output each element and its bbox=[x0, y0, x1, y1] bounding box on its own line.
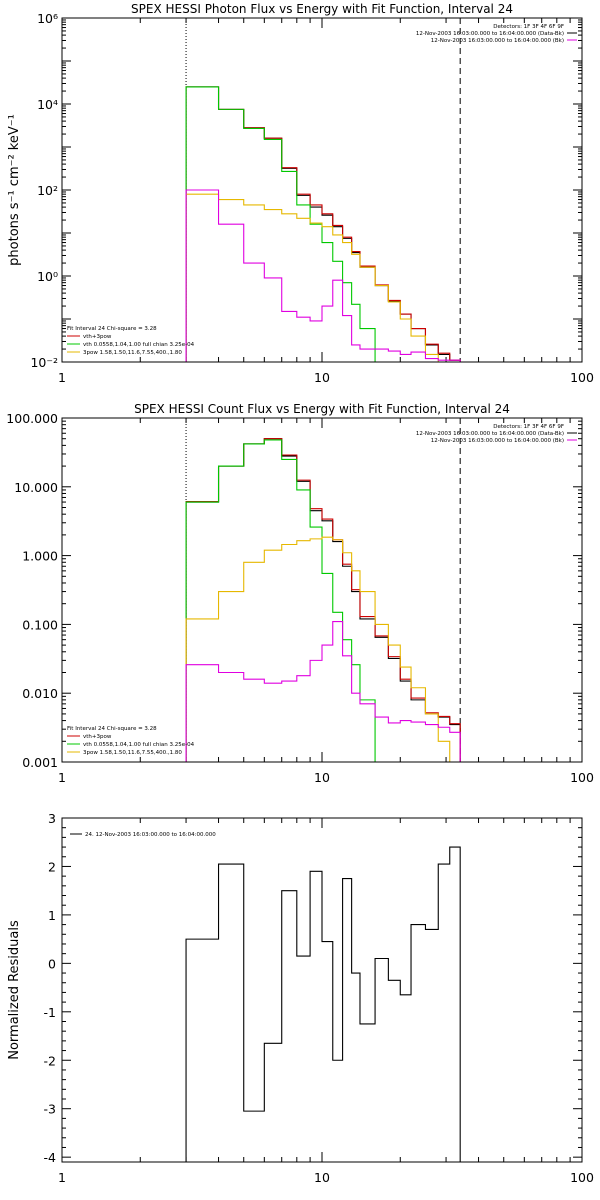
legend-top-right-text: 12-Nov-2003 16:03:00.000 to 16:04:00.000… bbox=[431, 38, 564, 44]
series-fit_total-line bbox=[185, 438, 461, 762]
y-axis-label: photons s⁻¹ cm⁻² keV⁻¹ bbox=[7, 114, 22, 266]
chart-title: SPEX HESSI Count Flux vs Energy with Fit… bbox=[134, 402, 510, 416]
axis-frame bbox=[61, 817, 583, 1163]
x-tick-label: 1 bbox=[58, 370, 66, 385]
series-background-line bbox=[185, 621, 461, 762]
y-axis-label: Normalized Residuals bbox=[7, 920, 22, 1060]
y-tick-label: 2 bbox=[48, 859, 56, 874]
x-tick-label: 100 bbox=[570, 1170, 594, 1185]
y-tick-label: 3 bbox=[48, 811, 56, 826]
y-tick-label: 100.000 bbox=[6, 411, 58, 426]
y-tick-label: 0 bbox=[48, 956, 56, 971]
chart-panel-3: Normalized Residuals 1 10 100 -4 -3 -2 -1 0 1 2 3 24… bbox=[7, 811, 594, 1185]
legend-top-right-text: Detectors: 1F 3F 4F 6F 9F bbox=[493, 424, 564, 430]
legend-top-right-text: Detectors: 1F 3F 4F 6F 9F bbox=[493, 24, 564, 30]
x-tick-label: 10 bbox=[314, 1170, 330, 1185]
legend-top-right-text: 12-Nov-2003 16:03:00.000 to 16:04:00.000… bbox=[431, 438, 564, 444]
legend-component-text: 3pow 1.58,1.50,11.6,7.55,400.,1.80 bbox=[83, 750, 182, 756]
series-power_law-line bbox=[185, 536, 461, 762]
legend-fit-summary: Fit Interval 24 Chi-square = 3.28 bbox=[67, 326, 157, 332]
x-tick-label: 10 bbox=[314, 370, 330, 385]
series-background-line bbox=[185, 189, 461, 362]
y-tick-label: 10⁴ bbox=[37, 97, 58, 112]
chart-title: SPEX HESSI Photon Flux vs Energy with Fi… bbox=[131, 2, 513, 16]
y-tick-label: 1 bbox=[48, 908, 56, 923]
legend-component-text: vth+3pow bbox=[83, 734, 112, 740]
series-data-line bbox=[185, 438, 461, 762]
series-group bbox=[185, 86, 461, 362]
legend-component-text: vth 0.0558,1.04,1.00 full chian 3.25e-04 bbox=[83, 742, 195, 748]
y-tick-label: 10⁻² bbox=[30, 355, 58, 370]
x-tick-label: 1 bbox=[58, 770, 66, 785]
y-tick-label: 10² bbox=[37, 183, 58, 198]
series-residuals-line bbox=[185, 846, 461, 1162]
series-thermal-line bbox=[185, 86, 461, 362]
legend-component-text: vth 0.0558,1.04,1.00 full chian 3.25e-04 bbox=[83, 342, 195, 348]
series-group bbox=[185, 846, 461, 1162]
y-tick-label: -4 bbox=[44, 1150, 57, 1165]
x-tick-label: 100 bbox=[570, 370, 594, 385]
chart-panel-2: SPEX HESSI Count Flux vs Energy with Fit… bbox=[6, 402, 594, 785]
y-tick-label: -3 bbox=[44, 1102, 56, 1117]
legend-interval-text: 24. 12-Nov-2003 16:03:00.000 to 16:04:00… bbox=[85, 832, 216, 838]
y-tick-label: 10⁶ bbox=[37, 11, 58, 26]
legend-component-text: vth+3pow bbox=[83, 334, 112, 340]
y-tick-label: -1 bbox=[44, 1005, 56, 1020]
axis-frame bbox=[61, 417, 583, 763]
x-tick-label: 100 bbox=[570, 770, 594, 785]
legend-fit-summary: Fit Interval 24 Chi-square = 3.28 bbox=[67, 726, 157, 732]
chart-panel-1: SPEX HESSI Photon Flux vs Energy with Fi… bbox=[7, 2, 594, 385]
legend-top-right-text: 12-Nov-2003 16:03:00.000 to 16:04:00.000… bbox=[416, 31, 564, 37]
y-tick-label: 10⁰ bbox=[37, 269, 58, 284]
y-tick-label: 0.001 bbox=[22, 755, 58, 770]
legend-component-text: 3pow 1.58,1.50,11.6,7.55,400.,1.80 bbox=[83, 350, 182, 356]
series-power_law-line bbox=[185, 193, 461, 362]
y-tick-label: -2 bbox=[44, 1053, 56, 1068]
y-tick-label: 0.010 bbox=[22, 686, 58, 701]
y-tick-label: 0.100 bbox=[22, 617, 58, 632]
x-tick-label: 1 bbox=[58, 1170, 66, 1185]
legend-top-right-text: 12-Nov-2003 16:03:00.000 to 16:04:00.000… bbox=[416, 431, 564, 437]
series-group bbox=[185, 438, 461, 762]
y-tick-label: 1.000 bbox=[22, 549, 58, 564]
axis-frame bbox=[61, 17, 583, 363]
x-tick-label: 10 bbox=[314, 770, 330, 785]
y-tick-label: 10.000 bbox=[14, 480, 58, 495]
series-thermal-line bbox=[185, 439, 461, 762]
